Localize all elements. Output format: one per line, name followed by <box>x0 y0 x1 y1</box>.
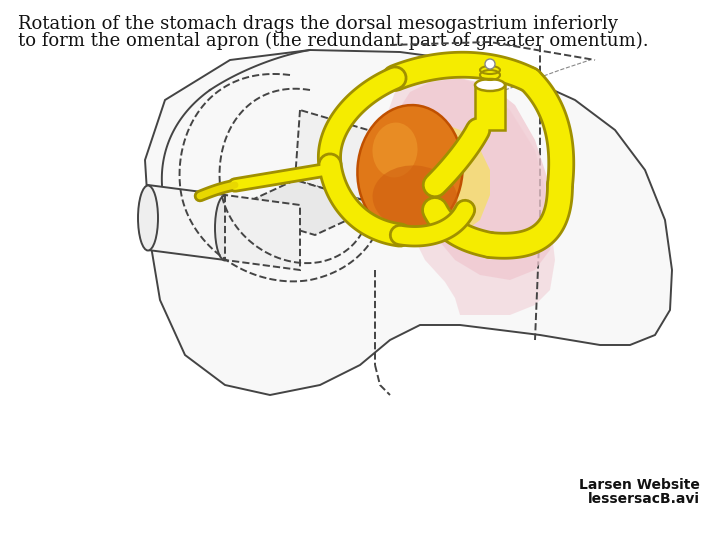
Ellipse shape <box>475 79 505 91</box>
Polygon shape <box>385 75 555 315</box>
Ellipse shape <box>372 123 418 178</box>
Text: lessersacB.avi: lessersacB.avi <box>588 492 700 506</box>
Polygon shape <box>225 195 300 270</box>
Ellipse shape <box>138 186 158 251</box>
Polygon shape <box>230 180 380 235</box>
Polygon shape <box>392 78 555 280</box>
Polygon shape <box>362 122 490 242</box>
Ellipse shape <box>215 195 235 260</box>
Polygon shape <box>475 85 505 130</box>
Ellipse shape <box>357 105 463 235</box>
Circle shape <box>485 59 495 69</box>
Polygon shape <box>380 135 440 230</box>
Text: Rotation of the stomach drags the dorsal mesogastrium inferiorly: Rotation of the stomach drags the dorsal… <box>18 15 618 33</box>
Text: to form the omental apron (the redundant part of greater omentum).: to form the omental apron (the redundant… <box>18 32 649 50</box>
Text: Larsen Website: Larsen Website <box>579 478 700 492</box>
Polygon shape <box>145 50 672 395</box>
Ellipse shape <box>372 165 457 231</box>
Polygon shape <box>295 110 385 205</box>
Polygon shape <box>148 185 225 260</box>
